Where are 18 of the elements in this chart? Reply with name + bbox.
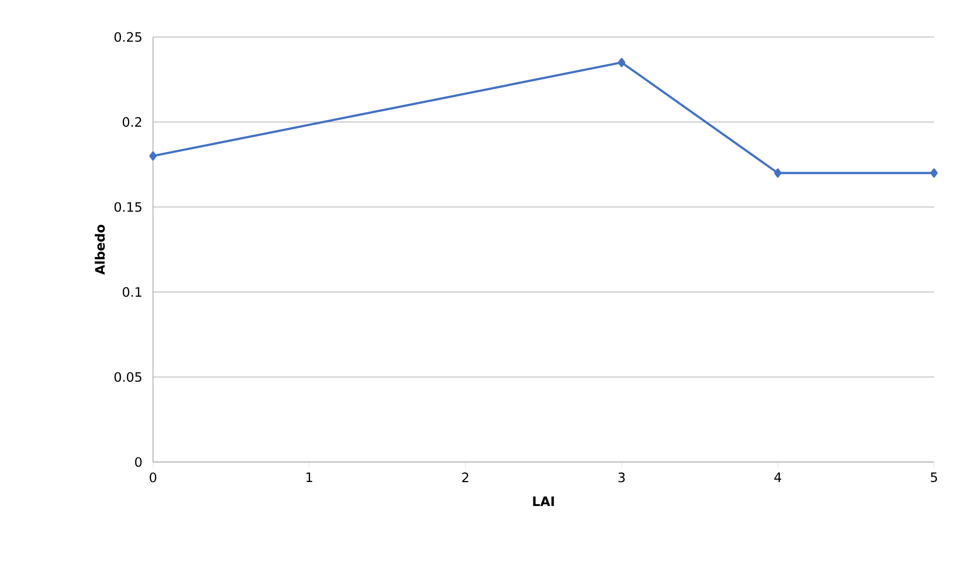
y-tick-label: 0.25 bbox=[114, 32, 142, 42]
y-axis-title: Albedo bbox=[94, 224, 105, 275]
x-tick-label: 2 bbox=[462, 472, 468, 482]
point bbox=[774, 168, 782, 178]
x-tick-label: 4 bbox=[774, 472, 782, 482]
x-tick-label: 1 bbox=[306, 472, 312, 482]
x-tick-label: 0 bbox=[150, 472, 156, 482]
y-tick-label: 0.2 bbox=[122, 117, 142, 127]
x-axis-title: LAI bbox=[533, 496, 554, 506]
x-tick-label: 5 bbox=[930, 472, 937, 482]
point bbox=[618, 58, 626, 68]
y-tick-label: 0 bbox=[135, 457, 142, 467]
y-tick-label: 0.15 bbox=[114, 202, 142, 212]
point bbox=[930, 168, 938, 178]
x-tick-label: 3 bbox=[618, 472, 625, 482]
y-tick-label: 0.05 bbox=[114, 372, 142, 382]
point bbox=[149, 151, 157, 161]
y-tick-label: 0.1 bbox=[122, 287, 142, 297]
